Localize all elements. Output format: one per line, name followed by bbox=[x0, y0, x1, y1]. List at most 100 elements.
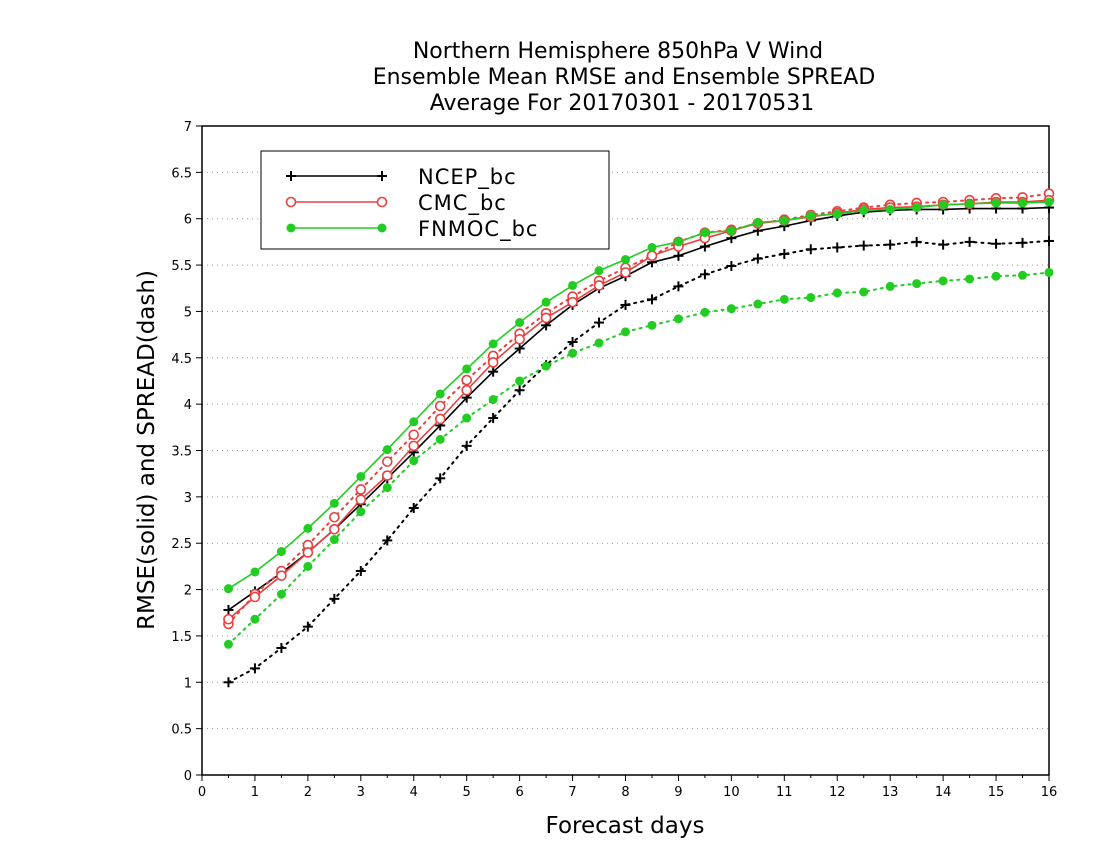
data-point-spread bbox=[885, 239, 896, 250]
data-point-rmse bbox=[753, 217, 763, 227]
data-point-spread bbox=[699, 269, 710, 280]
y-tick-label: 1 bbox=[184, 676, 192, 691]
data-point-spread bbox=[1018, 270, 1028, 280]
y-tick-label: 7 bbox=[184, 120, 192, 135]
data-point-spread bbox=[302, 621, 313, 632]
data-point-spread bbox=[488, 413, 499, 424]
legend-entry: NCEP_bc bbox=[286, 165, 516, 190]
data-point-rmse bbox=[356, 471, 366, 481]
data-point-rmse bbox=[488, 339, 498, 349]
title-line-1: Northern Hemisphere 850hPa V Wind bbox=[413, 39, 823, 64]
data-point-rmse bbox=[461, 384, 472, 396]
x-tick-label: 12 bbox=[829, 785, 846, 800]
data-point-spread bbox=[753, 299, 763, 309]
data-point-spread bbox=[462, 413, 472, 423]
data-point-spread bbox=[911, 236, 922, 247]
data-point-rmse bbox=[223, 584, 233, 594]
data-point-spread bbox=[805, 244, 816, 255]
data-point-spread bbox=[885, 281, 895, 291]
data-point-spread bbox=[408, 502, 419, 513]
series-NCEP_bc bbox=[223, 202, 1054, 688]
series-line-spread bbox=[227, 239, 1050, 684]
data-point-spread bbox=[382, 535, 393, 546]
data-point-rmse bbox=[541, 297, 551, 307]
data-point-spread bbox=[991, 271, 1001, 281]
data-point-spread bbox=[858, 240, 869, 251]
series-layer bbox=[223, 188, 1055, 688]
data-point-spread bbox=[806, 293, 816, 303]
data-point-spread bbox=[381, 456, 393, 467]
data-point-spread bbox=[435, 473, 446, 484]
x-tick-label: 9 bbox=[674, 785, 682, 800]
data-point-rmse bbox=[1018, 198, 1028, 208]
legend-marker bbox=[286, 223, 296, 233]
data-point-spread bbox=[673, 281, 684, 292]
y-tick-label: 0.5 bbox=[171, 723, 192, 738]
data-point-spread bbox=[859, 287, 869, 297]
data-point-spread bbox=[726, 260, 737, 271]
y-tick-label: 6 bbox=[184, 213, 192, 228]
data-point-rmse bbox=[515, 318, 525, 328]
data-point-spread bbox=[303, 561, 313, 571]
data-point-spread bbox=[779, 294, 789, 304]
data-point-spread bbox=[329, 535, 339, 545]
data-point-spread bbox=[434, 400, 446, 412]
series-line-spread bbox=[227, 192, 1050, 625]
data-point-rmse bbox=[540, 312, 552, 324]
y-tick-label: 4.5 bbox=[171, 352, 192, 367]
data-point-rmse bbox=[276, 547, 286, 557]
data-point-rmse bbox=[568, 280, 578, 290]
y-tick-label: 1.5 bbox=[171, 630, 192, 645]
y-tick-label: 3 bbox=[184, 491, 192, 506]
data-point-rmse bbox=[594, 266, 604, 276]
data-point-spread bbox=[1044, 235, 1054, 246]
data-point-spread bbox=[276, 589, 286, 599]
data-point-rmse bbox=[355, 494, 367, 505]
legend-marker bbox=[376, 196, 388, 208]
data-point-rmse bbox=[434, 413, 446, 425]
data-point-rmse bbox=[938, 200, 948, 210]
data-point-spread bbox=[514, 385, 525, 396]
data-point-rmse bbox=[567, 296, 578, 308]
data-point-spread bbox=[779, 248, 790, 259]
data-point-rmse bbox=[488, 366, 499, 377]
data-point-spread bbox=[726, 304, 736, 314]
series-FNMOC_bc bbox=[223, 197, 1054, 649]
data-point-spread bbox=[223, 677, 234, 688]
x-tick-label: 11 bbox=[776, 785, 793, 800]
title-line-2: Ensemble Mean RMSE and Ensemble SPREAD bbox=[373, 65, 876, 90]
legend-entry: CMC_bc bbox=[285, 191, 506, 216]
x-tick-label: 7 bbox=[568, 785, 576, 800]
x-tick-label: 4 bbox=[410, 785, 418, 800]
data-point-rmse bbox=[408, 440, 420, 452]
legend-marker bbox=[286, 171, 296, 181]
x-tick-label: 13 bbox=[882, 785, 899, 800]
grid-lines bbox=[202, 171, 1049, 730]
y-tick-label: 5.5 bbox=[171, 259, 192, 274]
data-point-spread bbox=[567, 337, 578, 348]
data-point-spread bbox=[620, 299, 631, 310]
x-tick-label: 10 bbox=[723, 785, 740, 800]
data-point-spread bbox=[250, 614, 260, 624]
x-tick-label: 2 bbox=[304, 785, 312, 800]
data-point-spread bbox=[832, 242, 843, 253]
data-point-spread bbox=[832, 288, 842, 298]
legend-marker bbox=[285, 196, 297, 208]
x-tick-label: 3 bbox=[357, 785, 365, 800]
data-point-rmse bbox=[329, 498, 339, 508]
y-tick-label: 2 bbox=[184, 584, 192, 599]
data-point-rmse bbox=[726, 226, 736, 236]
data-point-spread bbox=[594, 338, 604, 348]
legend-marker bbox=[377, 171, 387, 181]
data-point-spread bbox=[355, 484, 367, 495]
y-tick-label: 4 bbox=[184, 398, 192, 413]
data-point-spread bbox=[382, 483, 392, 493]
data-point-spread bbox=[673, 314, 683, 324]
data-point-rmse bbox=[250, 567, 260, 577]
legend-entry: FNMOC_bc bbox=[286, 217, 537, 242]
x-tick-label: 0 bbox=[198, 785, 206, 800]
x-tick-label: 15 bbox=[988, 785, 1005, 800]
data-point-spread bbox=[356, 507, 366, 517]
data-point-spread bbox=[646, 294, 657, 305]
